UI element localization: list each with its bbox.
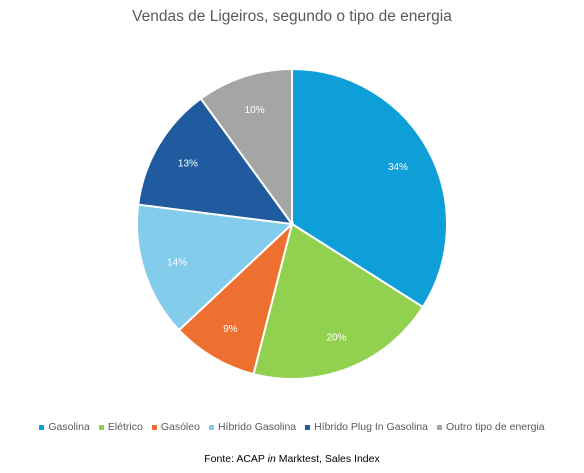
legend-item-0: Gasolina bbox=[39, 421, 90, 433]
legend-swatch-1 bbox=[98, 424, 104, 430]
legend-label-2: Gasóleo bbox=[160, 421, 200, 433]
chart-legend: Gasolina Elétrico Gasóleo Híbrido Gasolina H… bbox=[0, 421, 584, 433]
source-suffix: Marktest, Sales Index bbox=[275, 453, 380, 465]
legend-swatch-5 bbox=[436, 424, 442, 430]
pie-slices bbox=[135, 67, 448, 380]
legend-swatch-0 bbox=[39, 424, 45, 430]
legend-swatch-2 bbox=[151, 424, 157, 430]
pie-data-label-1: 20% bbox=[327, 332, 347, 343]
pie-data-label-3: 14% bbox=[167, 257, 187, 268]
legend-label-0: Gasolina bbox=[48, 421, 90, 433]
legend-label-5: Outro tipo de energia bbox=[445, 421, 545, 433]
pie-slice-5 bbox=[199, 67, 293, 228]
pie-data-label-0: 34% bbox=[388, 162, 408, 173]
legend-swatch-4 bbox=[305, 424, 311, 430]
pie-data-label-5: 10% bbox=[245, 105, 265, 116]
legend-swatch-3 bbox=[208, 424, 214, 430]
pie-data-label-2: 9% bbox=[223, 324, 238, 335]
legend-label-4: Híbrido Plug In Gasolina bbox=[314, 421, 428, 433]
pie-data-labels: 34% 20% 9% 14% 13% 10% bbox=[167, 105, 408, 343]
source-italic: in bbox=[267, 453, 276, 465]
source-prefix: Fonte: ACAP bbox=[204, 453, 268, 465]
chart-title: Vendas de Ligeiros, segundo o tipo de en… bbox=[132, 8, 452, 25]
legend-item-1: Elétrico bbox=[98, 421, 143, 433]
legend-label-1: Elétrico bbox=[107, 421, 143, 433]
pie-slice-2 bbox=[177, 220, 294, 376]
legend-item-3: Híbrido Gasolina bbox=[208, 421, 297, 433]
pie-data-label-4: 13% bbox=[178, 158, 198, 169]
pie-slice-1 bbox=[252, 222, 425, 380]
pie-slice-3 bbox=[135, 203, 295, 332]
legend-item-5: Outro tipo de energia bbox=[436, 421, 545, 433]
legend-item-2: Gasóleo bbox=[151, 421, 200, 433]
source-note: Fonte: ACAP in Marktest, Sales Index bbox=[0, 453, 584, 465]
pie-slice-4 bbox=[137, 97, 295, 226]
legend-label-3: Híbrido Gasolina bbox=[217, 421, 297, 433]
legend-item-4: Híbrido Plug In Gasolina bbox=[305, 421, 428, 433]
